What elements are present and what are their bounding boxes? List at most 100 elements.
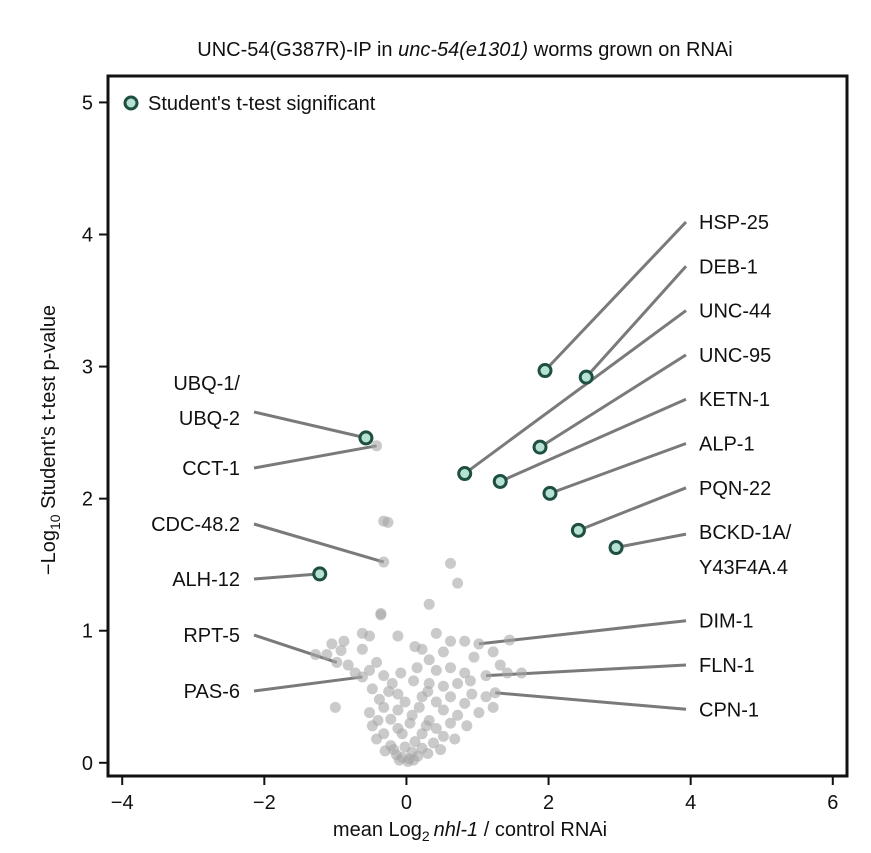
x-axis-label-subscript: 2 [422,828,430,844]
protein-label-line: KETN-1 [699,389,770,411]
protein-point [393,754,405,766]
protein-point [464,675,476,687]
protein-point [363,630,375,642]
protein-point [388,744,400,756]
protein-point [321,648,333,660]
protein-label-line: HSP-25 [699,212,769,234]
y-tick-label: 3 [82,357,93,379]
protein-label: UNC-44 [699,301,771,323]
protein-point [378,556,390,568]
protein-label: DEB-1 [699,256,758,278]
protein-point [444,557,456,569]
protein-point [437,680,449,692]
protein-point [375,609,387,621]
protein-point [487,701,499,713]
protein-point [435,744,447,756]
protein-labels: HSP-25 DEB-1 UNC-44 UNC-95 KETN-1 ALP-1 PQN-22… [151,212,792,721]
x-tick-label: 4 [685,792,696,814]
protein-label-line: PQN-22 [699,478,771,500]
protein-point [444,717,456,729]
protein-label-line: ALP-1 [699,434,755,456]
protein-point [461,720,473,732]
protein-point [383,685,395,697]
leader-line [585,265,688,379]
protein-label: UNC-95 [699,345,771,367]
significant-points [312,363,624,582]
protein-point [430,627,442,639]
protein-point [366,683,378,695]
protein-point [437,730,449,742]
protein-point [413,701,425,713]
protein-point [452,678,464,690]
protein-point [444,691,456,703]
x-tick-label: 0 [401,792,412,814]
protein-point [516,667,528,679]
protein-point [408,675,420,687]
leader-line [615,532,687,549]
x-axis-label-suffix: / control RNAi [478,819,607,841]
protein-label-line: PAS-6 [184,681,240,703]
protein-point [422,748,434,760]
protein-point [416,643,428,655]
protein-point [329,701,341,713]
protein-point [468,651,480,663]
protein-point [423,598,435,610]
protein-point [399,696,411,708]
protein-label-line: BCKD-1A/ [699,522,792,544]
leader-lines [253,220,688,711]
y-axis-label-prefix: −Log [38,530,60,575]
protein-label: ALH-12 [172,569,240,591]
protein-point [437,646,449,658]
protein-point [378,701,390,713]
protein-point [487,646,499,658]
y-tick-label: 1 [82,621,93,643]
protein-point [444,662,456,674]
protein-label-line: DIM-1 [699,611,753,633]
protein-point [452,709,464,721]
significant-protein-point [532,439,548,455]
leader-line [253,675,363,693]
significant-protein-point [537,363,553,379]
protein-label-line: ALH-12 [172,569,240,591]
protein-point [420,720,432,732]
protein-point [356,671,368,683]
protein-label: RPT-5 [183,625,240,647]
protein-point [423,654,435,666]
protein-point [371,656,383,668]
protein-point [503,634,515,646]
protein-label-line: CPN-1 [699,699,759,721]
y-axis-label-subscript: 10 [47,514,63,530]
leader-line [485,663,687,678]
y-axis-ticks: 0 1 2 3 4 5 [82,92,108,775]
protein-point [430,722,442,734]
protein-point [382,516,394,528]
protein-point [459,635,471,647]
protein-point [338,635,350,647]
protein-point [411,662,423,674]
x-tick-label: 6 [827,792,838,814]
protein-point [331,656,343,668]
leader-line [499,397,687,483]
protein-point [371,733,383,745]
x-tick-label: −2 [253,792,276,814]
chart-title-italic: unc-54(e1301) [398,39,528,61]
significant-protein-point [608,540,624,556]
leader-line [253,522,385,564]
protein-point [489,687,501,699]
leader-line [463,309,687,475]
legend-label: Student's t-test significant [148,93,376,115]
x-axis-label-italic: nhl-1 [434,819,478,841]
protein-label: DIM-1 [699,611,753,633]
protein-point [392,630,404,642]
protein-point [480,670,492,682]
protein-point [430,664,442,676]
protein-point [501,667,513,679]
protein-point [342,659,354,671]
protein-label: UBQ-1/UBQ-2 [173,373,240,430]
protein-label-line: CCT-1 [182,458,240,480]
protein-point [473,707,485,719]
protein-point [326,638,338,650]
protein-point [427,737,439,749]
protein-label: FLN-1 [699,655,755,677]
protein-label: PQN-22 [699,478,771,500]
